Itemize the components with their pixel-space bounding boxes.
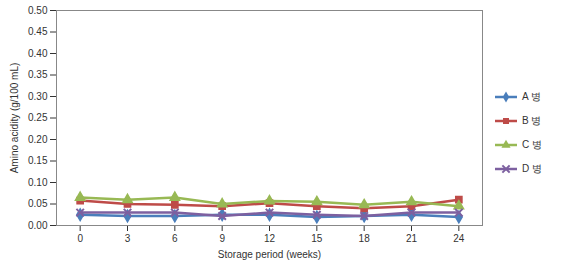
svg-text:0.00: 0.00 (28, 220, 48, 231)
svg-text:0: 0 (77, 233, 83, 244)
html-text:B 병: B 병 (522, 114, 542, 126)
svg-text:0.35: 0.35 (28, 69, 48, 80)
svg-text:0.30: 0.30 (28, 91, 48, 102)
svg-text:0.25: 0.25 (28, 112, 48, 123)
svg-text:0.05: 0.05 (28, 198, 48, 209)
svg-text:0.10: 0.10 (28, 177, 48, 188)
svg-text:0.40: 0.40 (28, 48, 48, 59)
svg-text:3: 3 (125, 233, 131, 244)
svg-text:12: 12 (264, 233, 276, 244)
html-text:D 병: D 병 (522, 162, 542, 174)
svg-text:21: 21 (406, 233, 418, 244)
svg-text:24: 24 (453, 233, 465, 244)
svg-text:0.45: 0.45 (28, 26, 48, 37)
svg-text:6: 6 (172, 233, 178, 244)
svg-text:9: 9 (219, 233, 225, 244)
svg-text:Amino acidity (g/100 mL): Amino acidity (g/100 mL) (9, 63, 20, 174)
svg-text:15: 15 (311, 233, 323, 244)
svg-text:0.50: 0.50 (28, 5, 48, 16)
svg-text:0.15: 0.15 (28, 155, 48, 166)
html-text:A 병: A 병 (522, 90, 541, 102)
svg-text:0.20: 0.20 (28, 134, 48, 145)
html-text:C 병: C 병 (522, 138, 542, 150)
svg-text:Storage period (weeks): Storage period (weeks) (218, 249, 321, 260)
svg-text:18: 18 (359, 233, 371, 244)
